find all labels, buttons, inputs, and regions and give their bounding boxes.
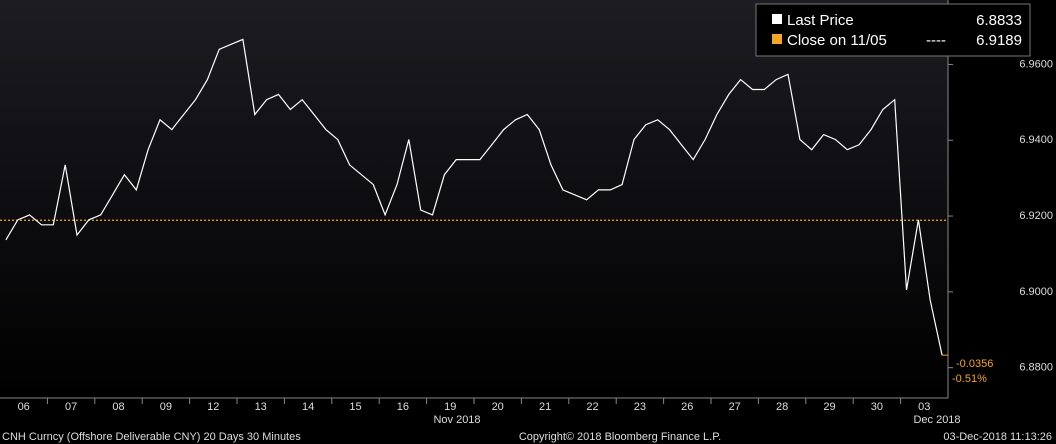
y-tick-label: 6.9600 [1019,58,1053,70]
x-tick-label: 06 [18,401,30,413]
x-tick-label: 14 [302,401,314,413]
x-tick-label: 15 [349,401,361,413]
x-tick-label: 12 [207,401,219,413]
x-tick-label: 23 [634,401,646,413]
footer-right: 03-Dec-2018 11:13:26 [943,431,1052,443]
x-tick-label: 07 [65,401,77,413]
month-label: Dec 2018 [913,414,960,426]
x-tick-label: 28 [776,401,788,413]
price-line [5,38,943,356]
y-tick-label: 6.9200 [1019,210,1053,222]
y-tick-label: 6.9400 [1019,134,1053,146]
x-tick-label: 20 [492,401,504,413]
x-tick-label: 16 [397,401,409,413]
plot-area [0,0,948,398]
legend-swatch [772,14,782,24]
x-tick-label: 22 [586,401,598,413]
legend-value: 6.9189 [976,32,1022,49]
legend-label: Last Price [787,12,854,29]
x-tick-label: 26 [681,401,693,413]
month-label: Nov 2018 [433,414,480,426]
x-tick-label: 30 [871,401,883,413]
x-tick-label: 13 [255,401,267,413]
x-tick-label: 08 [112,401,124,413]
x-tick-label: 03 [918,401,930,413]
x-tick-label: 19 [444,401,456,413]
x-tick-label: 27 [729,401,741,413]
legend [755,3,1031,57]
x-tick-label: 21 [539,401,551,413]
y-tick-label: 6.9000 [1019,286,1053,298]
footer-center: Copyright© 2018 Bloomberg Finance L.P. [519,431,721,443]
change-label: -0.51% [952,373,987,385]
change-label: -0.0356 [956,358,993,370]
x-tick-label: 29 [823,401,835,413]
y-tick-label: 6.8800 [1019,362,1053,374]
legend-separator: ---- [926,32,946,49]
legend-value: 6.8833 [976,12,1022,29]
x-tick-label: 09 [160,401,172,413]
footer-left: CNH Curncy (Offshore Deliverable CNY) 20… [2,431,301,443]
legend-label: Close on 11/05 [787,32,887,49]
legend-swatch [772,34,782,44]
